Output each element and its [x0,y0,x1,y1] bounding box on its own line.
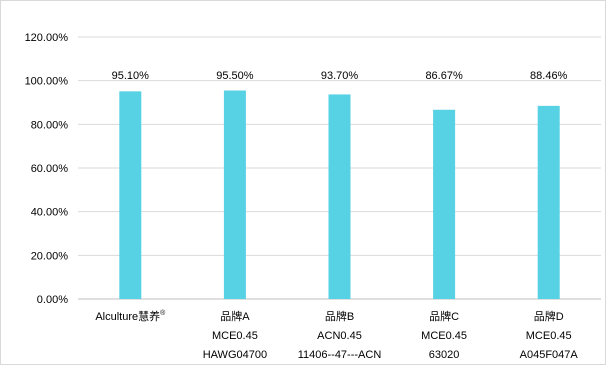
data-label: 93.70% [321,70,359,82]
category-label: 11406--47---ACN [298,349,382,361]
data-labels: 95.10% 95.50% 93.70% 86.67% 88.46% [112,70,568,82]
category-label: 品牌A [220,309,250,323]
bar [433,109,456,299]
y-tick-label: 120.00% [25,32,69,44]
category-label: A045F047A [520,349,579,361]
category-label: 品牌B [325,309,354,323]
category-label: MCE0.45 [421,330,467,342]
data-label: 95.10% [112,70,150,82]
data-label: 86.67% [425,70,463,82]
y-tick-label: 60.00% [31,163,69,175]
category-label: MCE0.45 [526,330,572,342]
category-label: HAWG04700 [203,349,267,361]
bars [119,90,560,300]
y-tick-label: 0.00% [37,294,68,306]
x-axis-category-labels: Alculture慧养® 品牌A MCE0.45 HAWG04700 品牌B ACN0.4… [95,309,578,361]
y-tick-label: 40.00% [31,207,69,219]
bar [537,105,560,299]
y-tick-label: 80.00% [31,119,69,131]
bar [119,91,142,300]
category-label: Alculture慧养® [95,309,166,323]
category-label: 品牌C [429,309,459,323]
bar [223,90,246,299]
y-tick-label: 20.00% [31,250,69,262]
category-label: 63020 [429,349,460,361]
data-label: 88.46% [530,70,568,82]
category-label: 品牌D [534,309,564,323]
registered-trademark-mark: ® [160,309,166,317]
category-label: MCE0.45 [212,330,258,342]
category-label: ACN0.45 [317,330,362,342]
bar [328,94,351,300]
y-axis-tick-labels: 0.00% 20.00% 40.00% 60.00% 80.00% 100.00% 120.… [25,32,69,306]
data-label: 95.50% [216,70,254,82]
y-tick-label: 100.00% [25,76,69,88]
